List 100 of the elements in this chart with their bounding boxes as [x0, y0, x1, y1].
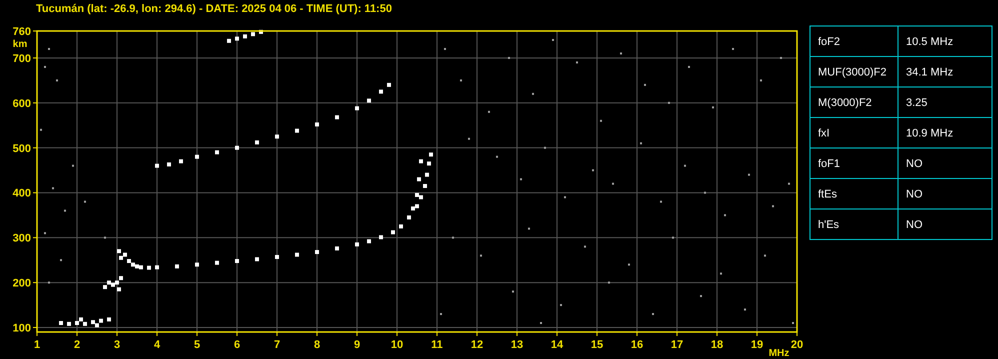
point [99, 318, 103, 323]
table-row: h'Es NO [810, 208, 992, 240]
point [167, 162, 171, 166]
point [117, 249, 121, 254]
point [379, 90, 383, 94]
point [119, 256, 123, 260]
point [387, 82, 391, 87]
point [429, 152, 433, 157]
point [107, 317, 111, 322]
x-tick-label: 6 [234, 339, 240, 351]
point [425, 172, 429, 177]
point [119, 276, 123, 280]
y-tick-label: 400 [12, 188, 31, 200]
point [367, 239, 371, 244]
y-tick-label: 200 [12, 278, 31, 290]
point [255, 257, 259, 262]
point [415, 192, 419, 197]
point [107, 280, 111, 285]
point [227, 38, 231, 43]
point [131, 262, 135, 267]
point [275, 254, 279, 259]
x-tick-label: 18 [710, 339, 724, 351]
x-tick-label: 12 [470, 339, 484, 351]
point [235, 146, 239, 150]
point [335, 115, 339, 120]
y-axis-title: km [12, 39, 28, 50]
point [195, 262, 199, 267]
y-tick-label: 700 [12, 52, 31, 65]
x-tick-label: 17 [670, 339, 684, 351]
point [399, 224, 403, 228]
point [111, 282, 115, 287]
y-tick-label: 600 [12, 98, 31, 110]
point [355, 242, 359, 246]
point [427, 162, 431, 166]
point [355, 106, 359, 110]
point [315, 122, 319, 126]
point [251, 32, 255, 36]
point [59, 321, 63, 326]
point [275, 134, 279, 139]
point [235, 36, 239, 41]
point [215, 150, 219, 154]
point [407, 215, 411, 220]
point [411, 206, 415, 210]
x-tick-label: 14 [550, 339, 564, 351]
point [295, 252, 299, 257]
point [179, 159, 183, 164]
point [255, 140, 259, 144]
point [315, 250, 319, 254]
point [103, 285, 107, 290]
x-tick-label: 19 [750, 339, 764, 351]
x-tick-label: 16 [630, 339, 644, 351]
point [335, 246, 339, 250]
point [417, 177, 421, 182]
table-row: fxI 10.9 MHz [810, 117, 992, 148]
point [415, 204, 419, 208]
x-tick-label: 8 [314, 339, 320, 351]
point [367, 98, 371, 103]
point [115, 280, 119, 285]
point [127, 259, 131, 264]
y-tick-label: 100 [12, 322, 31, 335]
table-row: foF1 NO [810, 148, 992, 179]
table-row: MUF(3000)F2 34.1 MHz [810, 56, 992, 88]
point [67, 322, 71, 326]
table-row: M(3000)F2 3.25 [810, 86, 992, 118]
point [123, 252, 127, 257]
table-row: foF2 10.5 MHz [810, 26, 992, 57]
x-tick-label: 1 [34, 339, 40, 351]
x-tick-label: 2 [74, 339, 80, 351]
x-tick-label: 20 [790, 339, 804, 351]
chart-title: Tucumán (lat: -26.9, lon: 294.6) - DATE: 2025 04 06 - TIME (UT): 11:50 [36, 3, 392, 15]
point [79, 317, 83, 322]
point [379, 235, 383, 240]
point [139, 265, 143, 270]
x-tick-label: 4 [154, 339, 161, 351]
x-axis-title: MHz [768, 348, 790, 359]
point [195, 154, 199, 159]
point [83, 322, 87, 326]
point [419, 159, 423, 164]
x-tick-label: 3 [114, 339, 120, 351]
x-tick-label: 15 [590, 339, 604, 351]
point [117, 287, 121, 292]
x-tick-label: 13 [510, 339, 524, 351]
x-tick-label: 5 [194, 339, 200, 351]
point [175, 264, 179, 268]
point [135, 264, 139, 268]
point [155, 164, 159, 168]
point [215, 260, 219, 265]
point [391, 230, 395, 234]
x-tick-label: 11 [431, 339, 443, 351]
point [423, 184, 427, 188]
point [235, 259, 239, 264]
y-tick-label: 300 [12, 232, 31, 245]
point [91, 320, 95, 324]
point [75, 321, 79, 326]
point [155, 265, 159, 270]
table-row: ftEs NO [810, 178, 992, 210]
x-tick-label: 9 [354, 339, 360, 351]
point [243, 34, 247, 38]
point [295, 128, 299, 133]
point [419, 195, 423, 200]
